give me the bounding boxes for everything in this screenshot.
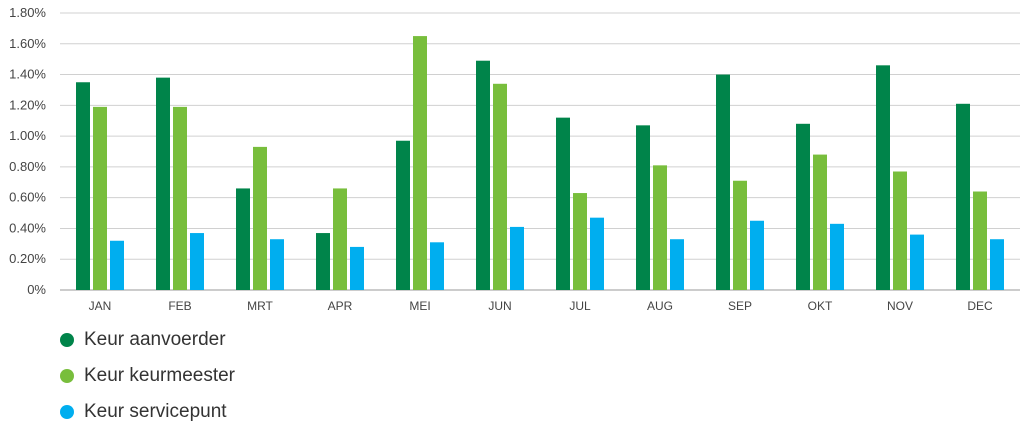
- y-tick-label: 1.00%: [9, 128, 46, 143]
- bar-jan-series-2: [110, 240, 124, 290]
- x-tick-label: JUL: [569, 299, 591, 313]
- legend-swatch-servicepunt: [60, 405, 74, 419]
- bar-mei-series-2: [430, 242, 444, 290]
- bar-okt-series-1: [813, 154, 827, 290]
- x-tick-label: JAN: [89, 299, 112, 313]
- legend-item-servicepunt: Keur servicepunt: [60, 394, 235, 430]
- y-tick-label: 0%: [27, 282, 46, 297]
- bar-dec-series-2: [990, 239, 1004, 290]
- bar-aug-series-2: [670, 239, 684, 290]
- bar-nov-series-0: [876, 65, 890, 290]
- bar-dec-series-0: [956, 103, 970, 291]
- y-tick-label: 0.80%: [9, 159, 46, 174]
- legend-label-aanvoerder: Keur aanvoerder: [84, 329, 226, 350]
- x-tick-label: MRT: [247, 299, 273, 313]
- y-axis-ticks: 0% 0.20% 0.40% 0.60% 0.80% 1.00% 1.20% 1.40% 1.6…: [9, 5, 46, 297]
- bar-mrt-series-0: [236, 188, 250, 290]
- y-tick-label: 0.40%: [9, 220, 46, 235]
- bar-jan-series-1: [93, 106, 107, 290]
- legend-item-keurmeester: Keur keurmeester: [60, 358, 235, 394]
- bar-mrt-series-2: [270, 239, 284, 290]
- x-tick-label: MEI: [409, 299, 430, 313]
- bar-mrt-series-1: [253, 146, 267, 290]
- y-tick-label: 0.60%: [9, 190, 46, 205]
- bars: [76, 36, 1004, 291]
- legend-swatch-keurmeester: [60, 369, 74, 383]
- y-tick-label: 1.60%: [9, 36, 46, 51]
- legend-item-aanvoerder: Keur aanvoerder: [60, 322, 235, 358]
- bar-okt-series-2: [830, 223, 844, 290]
- bar-jan-series-0: [76, 82, 90, 290]
- legend-label-servicepunt: Keur servicepunt: [84, 401, 227, 422]
- y-tick-label: 0.20%: [9, 251, 46, 266]
- x-tick-label: SEP: [728, 299, 752, 313]
- bar-mei-series-0: [396, 140, 410, 290]
- x-tick-label: APR: [328, 299, 353, 313]
- bar-aug-series-0: [636, 125, 650, 290]
- bar-jul-series-2: [590, 217, 604, 290]
- bar-jun-series-0: [476, 60, 490, 291]
- bar-apr-series-0: [316, 233, 330, 290]
- bar-sep-series-1: [733, 180, 747, 290]
- bar-dec-series-1: [973, 191, 987, 290]
- x-tick-label: AUG: [647, 299, 673, 313]
- legend-label-keurmeester: Keur keurmeester: [84, 365, 236, 386]
- bar-nov-series-2: [910, 234, 924, 290]
- bar-jun-series-1: [493, 83, 507, 291]
- legend-swatch-aanvoerder: [60, 333, 74, 347]
- bar-feb-series-1: [173, 106, 187, 290]
- y-tick-label: 1.20%: [9, 97, 46, 112]
- bar-sep-series-0: [716, 74, 730, 290]
- bar-sep-series-2: [750, 220, 764, 290]
- bar-apr-series-1: [333, 188, 347, 290]
- y-tick-label: 1.80%: [9, 5, 46, 20]
- gridlines: [60, 12, 1020, 291]
- bar-chart: 0% 0.20% 0.40% 0.60% 0.80% 1.00% 1.20% 1.40% 1.6…: [9, 5, 1020, 313]
- x-tick-label: JUN: [488, 299, 511, 313]
- bar-jul-series-1: [573, 193, 587, 290]
- bar-okt-series-0: [796, 123, 810, 290]
- bar-mei-series-1: [413, 36, 427, 291]
- legend: Keur aanvoerder Keur keurmeester Keur se…: [60, 322, 235, 430]
- x-tick-label: OKT: [808, 299, 833, 313]
- bar-feb-series-2: [190, 233, 204, 290]
- bar-jul-series-0: [556, 117, 570, 291]
- x-tick-label: FEB: [168, 299, 191, 313]
- x-tick-label: NOV: [887, 299, 913, 313]
- x-tick-label: DEC: [967, 299, 993, 313]
- bar-feb-series-0: [156, 77, 170, 290]
- bar-nov-series-1: [893, 171, 907, 290]
- bar-jun-series-2: [510, 226, 524, 290]
- bar-apr-series-2: [350, 246, 364, 290]
- bar-aug-series-1: [653, 165, 667, 290]
- x-axis-ticks: JAN FEB MRT APR MEI JUN JUL AUG SEP OKT NOV DEC: [89, 299, 993, 313]
- y-tick-label: 1.40%: [9, 67, 46, 82]
